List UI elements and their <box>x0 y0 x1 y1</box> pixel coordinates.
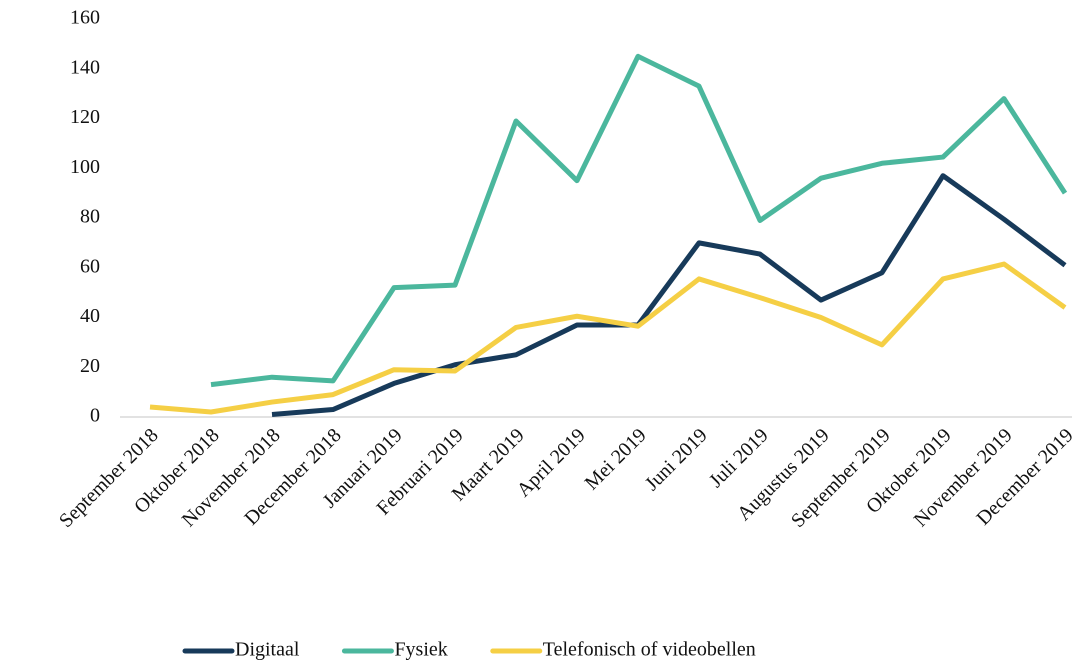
y-tick-label: 140 <box>70 56 100 78</box>
y-tick-label: 80 <box>80 206 100 228</box>
y-tick-label: 160 <box>70 7 100 29</box>
x-tick-label: Mei 2019 <box>581 424 651 494</box>
legend-label: Fysiek <box>394 639 447 661</box>
legend-label: Telefonisch of videobellen <box>543 639 756 661</box>
series-line <box>149 261 1067 415</box>
y-tick-label: 0 <box>90 405 100 427</box>
y-tick-label: 120 <box>70 106 100 128</box>
x-tick-label: Juni 2019 <box>641 424 712 495</box>
y-tick-label: 100 <box>70 156 100 178</box>
legend-label: Digitaal <box>235 639 300 661</box>
series-line <box>271 173 1067 418</box>
y-tick-label: 40 <box>80 305 100 327</box>
y-tick-label: 60 <box>80 255 100 277</box>
series-line <box>210 53 1068 388</box>
y-tick-label: 20 <box>80 355 100 377</box>
